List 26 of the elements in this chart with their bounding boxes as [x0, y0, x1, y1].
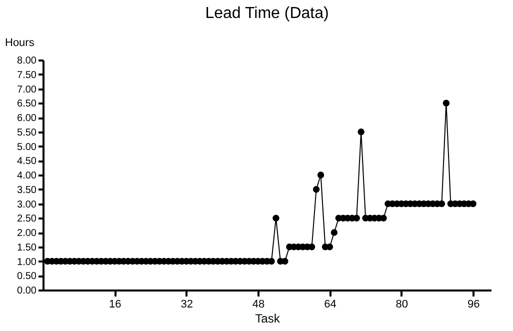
y-tick-label: 5.50 — [17, 127, 37, 138]
y-tick-label: 6.50 — [17, 98, 37, 110]
y-tick-label: 7.50 — [17, 70, 37, 81]
y-tick-label: 3.00 — [17, 199, 37, 210]
y-tick-label: 8.00 — [17, 56, 37, 66]
x-tick-label: 32 — [180, 298, 193, 310]
y-tick-label: 3.50 — [17, 184, 37, 196]
x-tick-label: 80 — [396, 298, 408, 310]
y-tick-label: 5.00 — [17, 142, 37, 153]
y-axis-title: Hours — [5, 37, 35, 49]
x-tick-label: 16 — [109, 298, 122, 310]
x-axis-title: Task — [255, 312, 281, 326]
y-tick-label: 1.50 — [17, 242, 37, 254]
y-tick-label: 4.00 — [17, 170, 37, 182]
x-tick-label: 64 — [324, 298, 336, 310]
y-tick-label: 2.50 — [17, 214, 37, 225]
x-tick-label: 96 — [467, 298, 480, 310]
y-tick-label: 7.00 — [17, 84, 37, 96]
y-tick-label: 6.00 — [17, 113, 37, 124]
y-tick-label: 0.50 — [17, 271, 37, 282]
y-tick-label: 2.00 — [17, 228, 37, 239]
y-tick-label: 0.00 — [17, 286, 37, 296]
x-tick-label: 48 — [252, 298, 265, 310]
y-tick-label: 1.00 — [17, 256, 37, 268]
y-tick-label: 4.50 — [17, 156, 37, 168]
chart-title: Lead Time (Data) — [205, 5, 329, 22]
